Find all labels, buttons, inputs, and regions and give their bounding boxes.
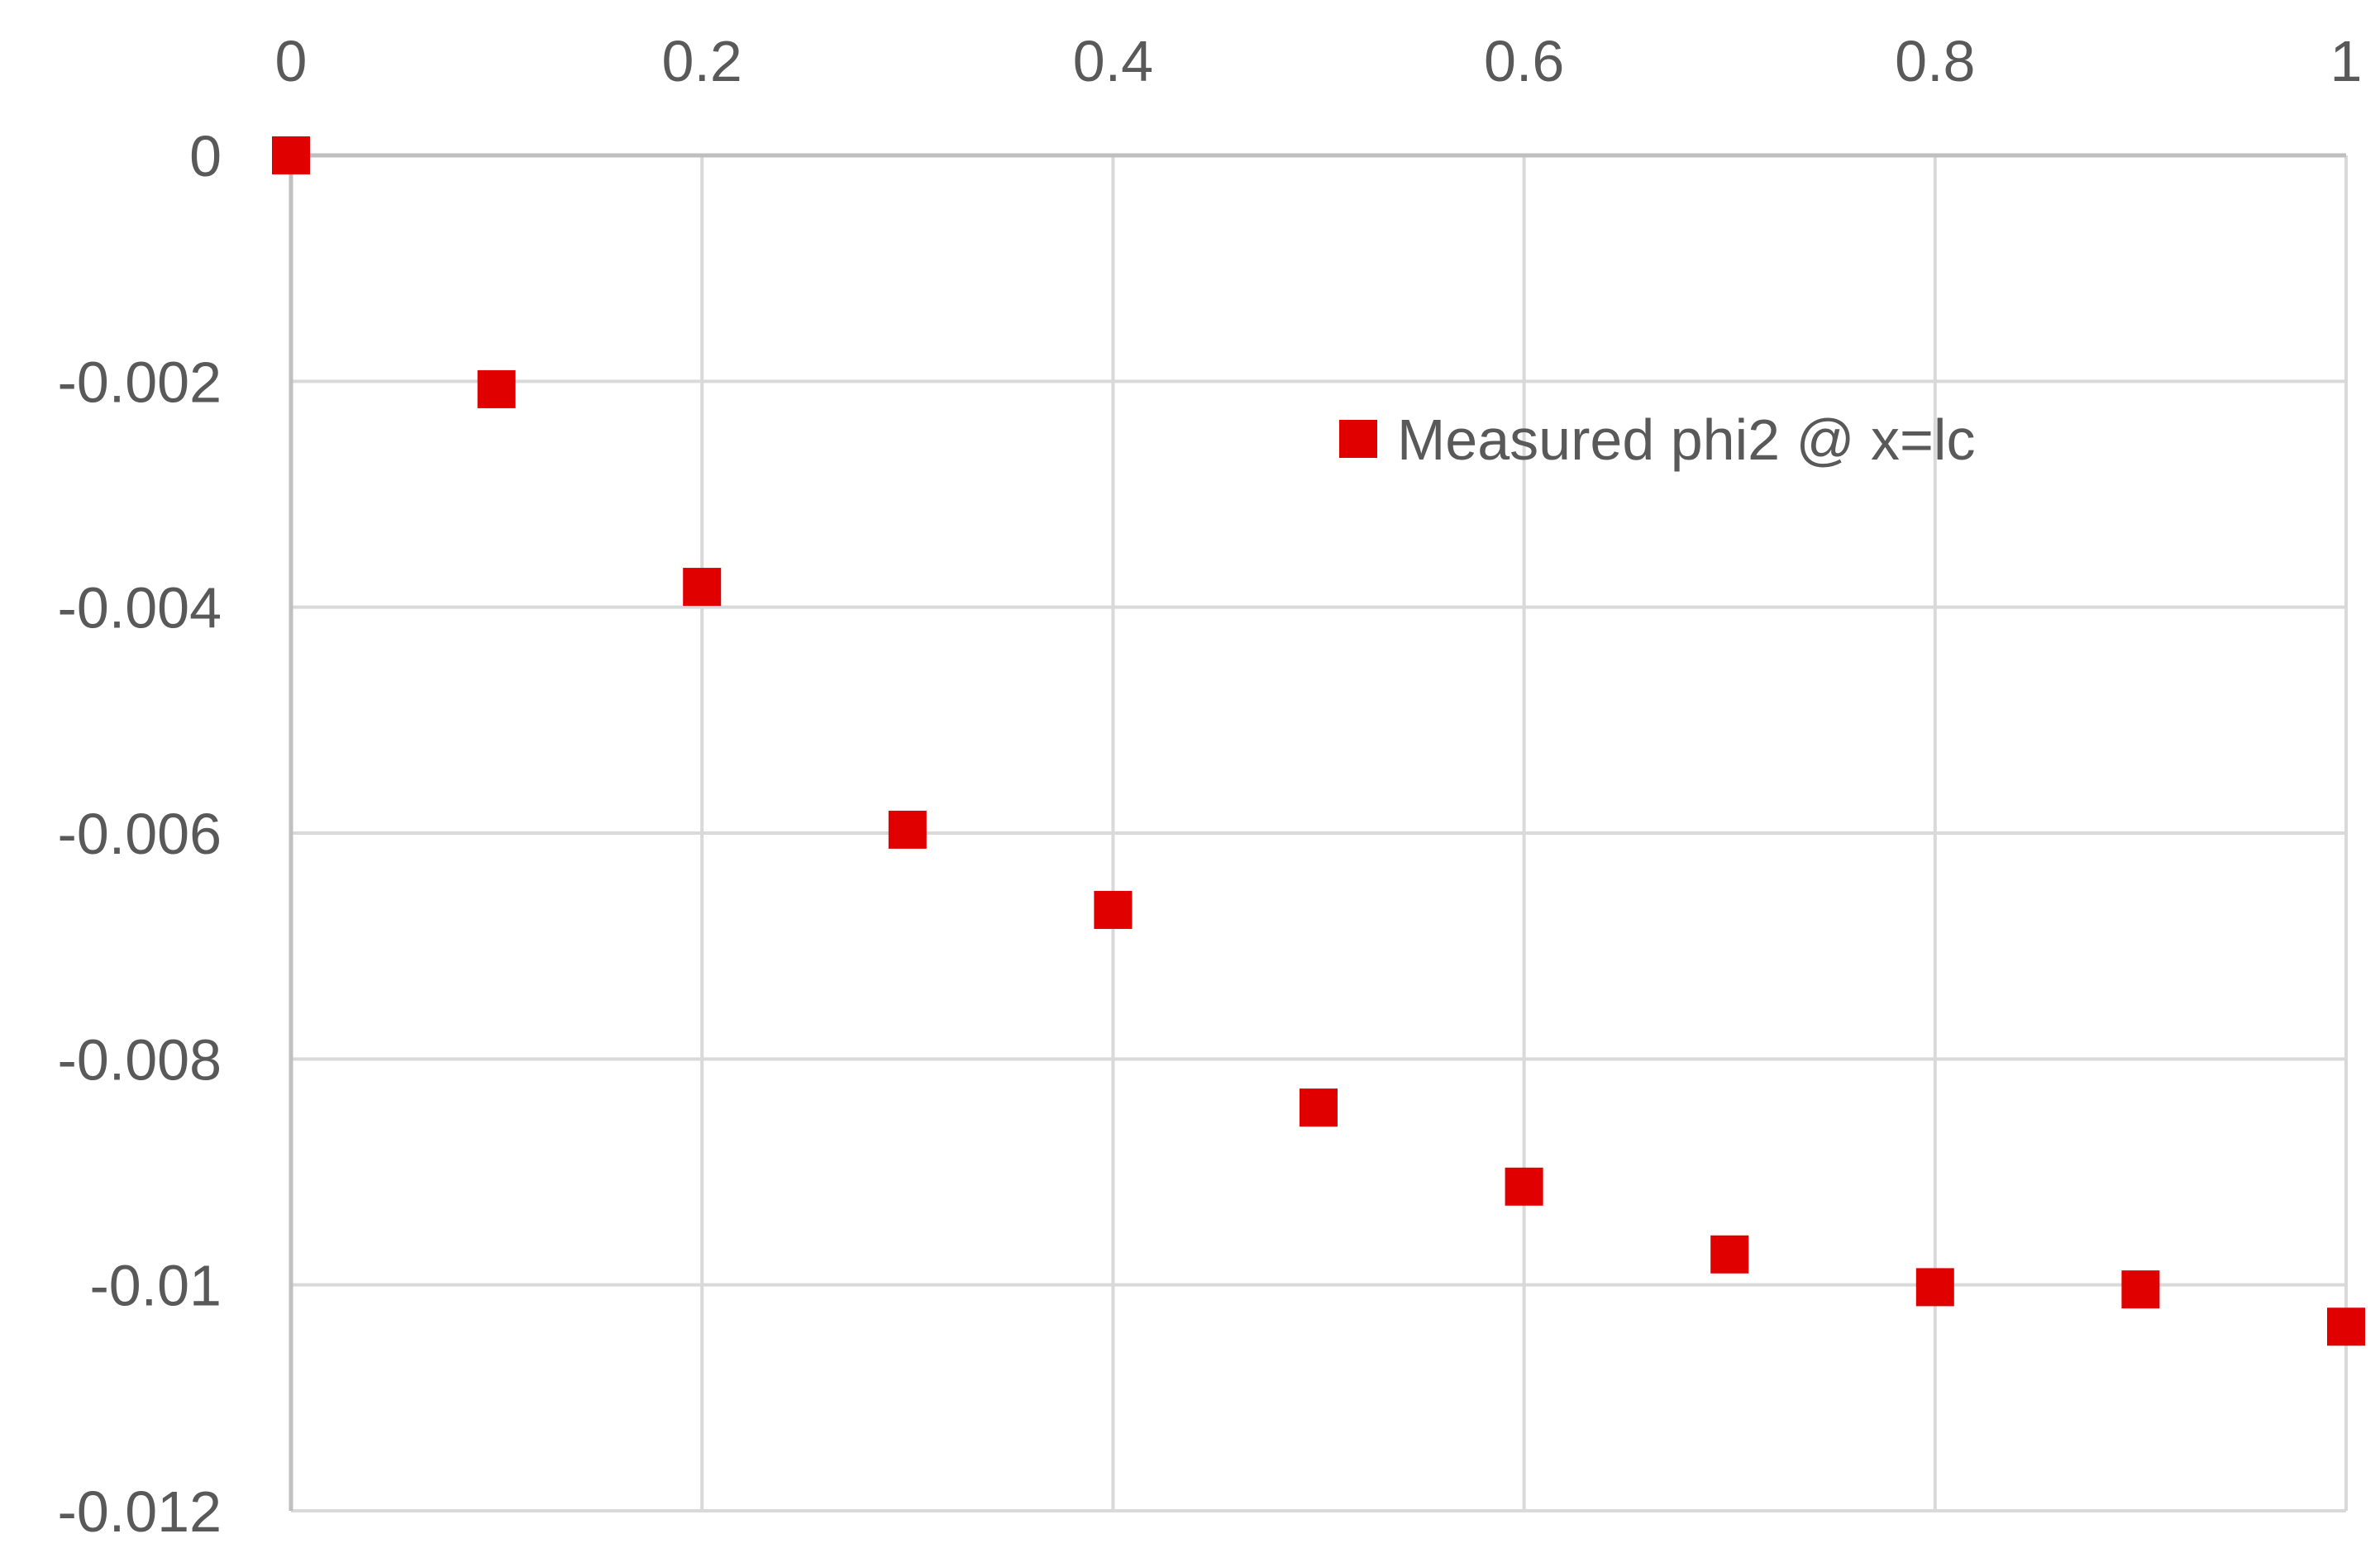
data-point [1094,890,1133,929]
y-tick-label: -0.004 [58,576,222,641]
data-point [1300,1088,1338,1127]
y-tick-label: -0.01 [89,1254,222,1318]
data-points [272,136,2365,1346]
y-tick-label: -0.012 [58,1479,222,1544]
y-tick-label: -0.006 [58,802,222,866]
data-point [2327,1307,2365,1346]
data-point [1505,1167,1543,1206]
x-tick-label: 0.6 [1484,29,1564,93]
x-tick-label: 0.4 [1073,29,1153,93]
data-point [477,369,516,408]
data-point [2121,1270,2160,1309]
legend: Measured phi2 @ x=lc [1339,407,1975,472]
axes [289,153,2346,1511]
gridlines [291,155,2348,1512]
y-tick-label: -0.002 [58,350,222,414]
x-tick-label: 0.2 [662,29,742,93]
tick-labels: 0 0.2 0.4 0.6 0.8 1 0 -0.002 -0.004 -0.006 -0.008 -… [58,29,2363,1544]
data-point [683,568,722,607]
data-point [888,810,927,849]
data-point [1915,1268,1954,1307]
y-tick-label: -0.008 [58,1027,222,1092]
legend-label: Measured phi2 @ x=lc [1397,407,1975,472]
x-tick-label: 0.8 [1895,29,1975,93]
data-point [272,136,310,174]
y-tick-label: 0 [189,124,222,188]
legend-marker-square [1339,420,1377,458]
x-tick-label: 0 [275,29,308,93]
data-point [1710,1235,1749,1274]
x-tick-label: 1 [2330,29,2363,93]
